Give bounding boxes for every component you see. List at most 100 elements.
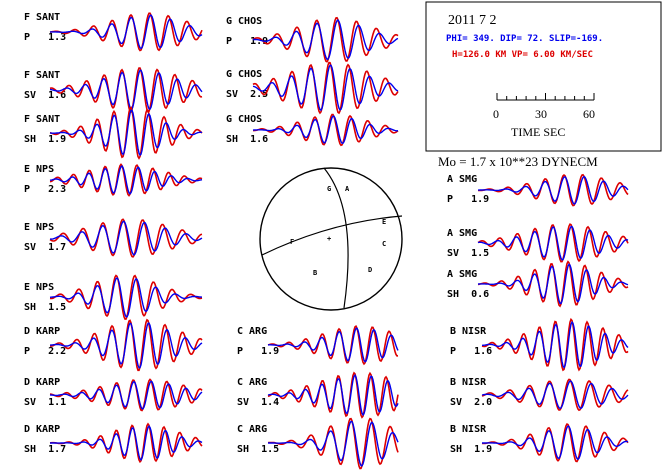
- trace-panel: C ARG P 1.9: [237, 325, 399, 366]
- component-label: SV 1.5: [447, 248, 489, 259]
- fm-label-d: D: [368, 266, 372, 274]
- seismic-moment: Mo = 1.7 x 10**23 DYNECM: [438, 154, 598, 169]
- scale-tick-0: 0: [493, 107, 499, 121]
- station-label: D KARP: [24, 326, 60, 337]
- fm-label-c: C: [382, 240, 386, 248]
- trace-panel: F SANT P 1.3: [24, 12, 203, 52]
- component-label: SV 1.4: [237, 397, 279, 408]
- component-label: P 1.9: [226, 36, 268, 47]
- synthetic-waveform: [267, 325, 399, 366]
- trace-panel: E NPS P 2.3: [24, 163, 203, 197]
- observed-waveform: [478, 263, 629, 305]
- component-label: P 2.2: [24, 346, 66, 357]
- trace-panel: A SMG P 1.9: [447, 173, 629, 207]
- synthetic-waveform: [267, 417, 399, 470]
- trace-panel: G CHOS P 1.9: [226, 16, 399, 63]
- synthetic-waveform: [477, 223, 629, 263]
- synthetic-waveform: [49, 378, 203, 412]
- fm-label-g: G: [327, 185, 331, 193]
- trace-panel: C ARG SH 1.5: [237, 417, 399, 470]
- station-label: C ARG: [237, 326, 267, 337]
- observed-waveform: [268, 420, 399, 467]
- trace-panel: A SMG SH 0.6: [447, 260, 629, 308]
- synthetic-waveform: [49, 422, 203, 464]
- observed-waveform: [49, 69, 203, 111]
- mechanism-parameters: PHI= 349. DIP= 72. SLIP=-169.: [446, 34, 603, 44]
- station-label: E NPS: [24, 164, 54, 175]
- trace-panel: B NISR P 1.6: [450, 317, 629, 372]
- observed-waveform: [49, 277, 202, 318]
- component-label: SH 1.7: [24, 444, 66, 455]
- component-label: SV 1.1: [24, 397, 66, 408]
- observed-waveform: [50, 322, 203, 369]
- observed-waveform: [481, 380, 629, 410]
- synthetic-waveform: [252, 16, 399, 63]
- observed-waveform: [50, 109, 202, 157]
- station-label: E NPS: [24, 222, 54, 233]
- nodal-plane-2: [261, 215, 403, 256]
- station-label: A SMG: [447, 228, 477, 239]
- observed-waveform: [252, 64, 399, 112]
- trace-panel: E NPS SV 1.7: [24, 218, 203, 258]
- observed-waveform: [477, 225, 629, 261]
- component-label: P 1.9: [237, 346, 279, 357]
- scale-label: TIME SEC: [511, 125, 565, 139]
- observed-waveform: [267, 373, 399, 417]
- station-label: B NISR: [450, 377, 487, 388]
- trace-panel: B NISR SV 2.0: [450, 377, 629, 412]
- component-label: P 1.3: [24, 32, 66, 43]
- trace-panel: F SANT SH 1.9: [24, 106, 203, 160]
- station-label: D KARP: [24, 377, 60, 388]
- fm-label-plus: +: [327, 235, 331, 243]
- event-date: 2011 7 2: [448, 13, 496, 28]
- observed-waveform: [267, 327, 399, 363]
- station-label: B NISR: [450, 326, 487, 337]
- station-label: A SMG: [447, 269, 477, 280]
- observed-waveform: [50, 425, 203, 461]
- observed-waveform: [49, 165, 203, 195]
- trace-panel: D KARP SH 1.7: [24, 422, 203, 464]
- observed-waveform: [482, 425, 629, 461]
- station-label: G CHOS: [226, 16, 262, 27]
- trace-panel: G CHOS SV 2.5: [226, 61, 399, 115]
- observed-waveform: [253, 19, 399, 60]
- component-label: P 2.3: [24, 184, 66, 195]
- trace-panel: A SMG SV 1.5: [447, 223, 629, 263]
- component-label: SV 2.0: [450, 397, 492, 408]
- trace-panel: D KARP SV 1.1: [24, 377, 203, 412]
- station-label: F SANT: [24, 70, 60, 81]
- component-label: SV 1.7: [24, 242, 66, 253]
- fm-label-f: F: [290, 238, 294, 246]
- synthetic-waveform: [481, 317, 629, 372]
- scale-tick-60: 60: [583, 107, 595, 121]
- trace-panel: D KARP P 2.2: [24, 318, 203, 372]
- observed-waveform: [478, 175, 629, 205]
- nodal-plane-1: [323, 167, 349, 309]
- traces-layer: F SANT P 1.3 F SANT SV 1.6 F SANT SH 1.9 E NPS…: [24, 12, 629, 470]
- synthetic-waveform: [252, 61, 399, 115]
- depth-velocity: H=126.0 KM VP= 6.00 KM/SEC: [452, 50, 593, 60]
- scale-tick-30: 30: [535, 107, 547, 121]
- station-label: G CHOS: [226, 114, 262, 125]
- component-label: SV 2.5: [226, 89, 268, 100]
- trace-panel: B NISR SH 1.9: [450, 423, 629, 463]
- station-label: D KARP: [24, 424, 60, 435]
- station-label: C ARG: [237, 424, 267, 435]
- observed-waveform: [49, 380, 203, 410]
- trace-panel: G CHOS SH 1.6: [226, 113, 399, 147]
- component-label: SH 1.6: [226, 134, 268, 145]
- observed-waveform: [50, 220, 203, 256]
- fm-label-a: A: [345, 185, 350, 193]
- observed-waveform: [252, 115, 399, 144]
- time-scale-bar: 0 30 60 TIME SEC: [493, 93, 595, 139]
- station-label: A SMG: [447, 174, 477, 185]
- station-label: B NISR: [450, 424, 487, 435]
- station-label: F SANT: [24, 12, 60, 23]
- component-label: SH 1.9: [450, 444, 492, 455]
- focal-mechanism-beachball: G A E C F + B D: [259, 167, 403, 311]
- component-label: P 1.6: [450, 346, 492, 357]
- component-label: SH 1.9: [24, 134, 66, 145]
- component-label: P 1.9: [447, 194, 489, 205]
- fm-label-b: B: [313, 269, 317, 277]
